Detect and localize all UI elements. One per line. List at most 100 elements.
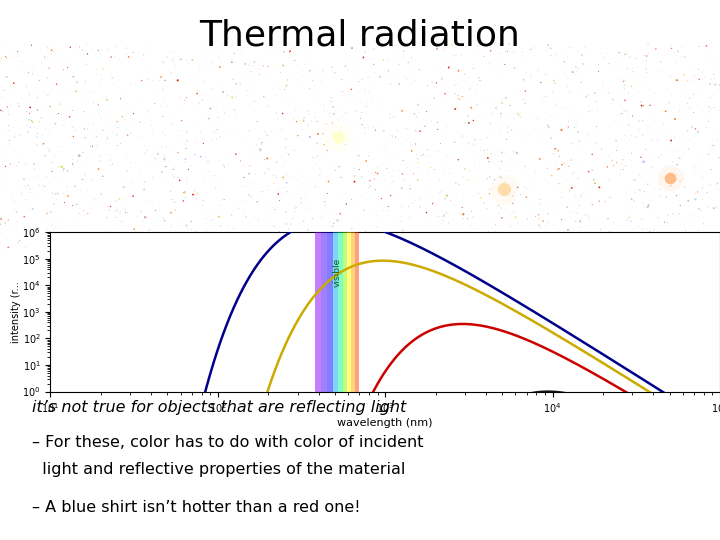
Point bbox=[219, 163, 230, 171]
Point bbox=[172, 140, 184, 149]
Point bbox=[647, 226, 658, 235]
Point bbox=[410, 150, 422, 158]
Point bbox=[276, 160, 288, 168]
Point bbox=[633, 88, 644, 97]
Point bbox=[138, 122, 150, 131]
Point bbox=[210, 94, 222, 103]
Point bbox=[233, 97, 245, 106]
Point bbox=[225, 54, 237, 63]
Point bbox=[50, 190, 61, 198]
Point bbox=[288, 116, 300, 124]
Point bbox=[205, 142, 217, 151]
Point bbox=[400, 180, 412, 189]
Point bbox=[174, 105, 186, 114]
Point bbox=[632, 161, 644, 170]
Point bbox=[409, 77, 420, 85]
Point bbox=[215, 222, 226, 231]
Point bbox=[459, 232, 470, 241]
Point bbox=[386, 192, 397, 200]
Point bbox=[538, 217, 549, 225]
Point bbox=[81, 187, 93, 195]
Point bbox=[299, 113, 310, 122]
Point bbox=[310, 183, 321, 191]
Point bbox=[49, 152, 60, 161]
Point bbox=[55, 180, 67, 189]
Point bbox=[586, 64, 598, 72]
Point bbox=[27, 62, 39, 70]
Point bbox=[635, 168, 647, 177]
Point bbox=[376, 213, 387, 222]
Point bbox=[351, 45, 362, 53]
Point bbox=[620, 106, 631, 115]
Point bbox=[667, 157, 678, 166]
Point bbox=[53, 238, 65, 247]
Point bbox=[603, 89, 614, 97]
Point bbox=[238, 173, 250, 182]
Point bbox=[295, 117, 307, 125]
Point bbox=[516, 158, 527, 166]
Point bbox=[428, 93, 439, 102]
Point bbox=[89, 232, 101, 240]
Point bbox=[127, 128, 139, 137]
Point bbox=[4, 82, 16, 90]
Point bbox=[678, 71, 690, 79]
Point bbox=[20, 242, 32, 251]
Point bbox=[421, 122, 433, 131]
Point bbox=[188, 223, 199, 232]
Point bbox=[431, 45, 443, 53]
Point bbox=[0, 181, 10, 190]
Point bbox=[589, 179, 600, 187]
Point bbox=[271, 109, 282, 118]
Point bbox=[91, 98, 102, 107]
Point bbox=[60, 238, 71, 247]
Point bbox=[560, 91, 572, 99]
Point bbox=[459, 70, 470, 78]
Point bbox=[500, 149, 512, 158]
Point bbox=[311, 139, 323, 147]
Point bbox=[36, 140, 48, 149]
Point bbox=[173, 136, 184, 145]
Point bbox=[450, 179, 462, 187]
Point bbox=[597, 247, 608, 255]
Point bbox=[510, 213, 521, 221]
Point bbox=[505, 166, 516, 174]
Point bbox=[79, 211, 91, 220]
Point bbox=[260, 192, 271, 201]
Point bbox=[451, 51, 462, 60]
Point bbox=[220, 207, 231, 215]
Point bbox=[62, 166, 73, 175]
Point bbox=[387, 192, 399, 200]
Point bbox=[420, 161, 431, 170]
Point bbox=[240, 246, 251, 254]
Point bbox=[271, 173, 282, 182]
Point bbox=[432, 205, 444, 214]
Point bbox=[419, 122, 431, 131]
Point bbox=[369, 45, 380, 53]
Point bbox=[665, 72, 676, 81]
Point bbox=[392, 233, 404, 242]
Point bbox=[256, 138, 268, 147]
Point bbox=[484, 173, 495, 181]
Point bbox=[326, 52, 338, 60]
Point bbox=[688, 90, 699, 98]
Bar bbox=[321, 232, 328, 392]
Point bbox=[623, 149, 634, 158]
Point bbox=[366, 94, 378, 103]
Point bbox=[46, 84, 58, 92]
Point bbox=[669, 133, 680, 142]
Point bbox=[189, 209, 201, 218]
Point bbox=[611, 240, 622, 248]
Point bbox=[214, 120, 225, 129]
Point bbox=[75, 99, 86, 107]
Point bbox=[639, 84, 650, 92]
Point bbox=[318, 212, 329, 221]
Point bbox=[636, 198, 648, 207]
Point bbox=[273, 64, 284, 72]
Point bbox=[255, 146, 266, 154]
Point bbox=[39, 219, 50, 228]
Point bbox=[89, 237, 100, 245]
Point bbox=[96, 175, 108, 184]
Point bbox=[541, 198, 552, 207]
Point bbox=[562, 82, 574, 90]
Point bbox=[157, 213, 168, 222]
